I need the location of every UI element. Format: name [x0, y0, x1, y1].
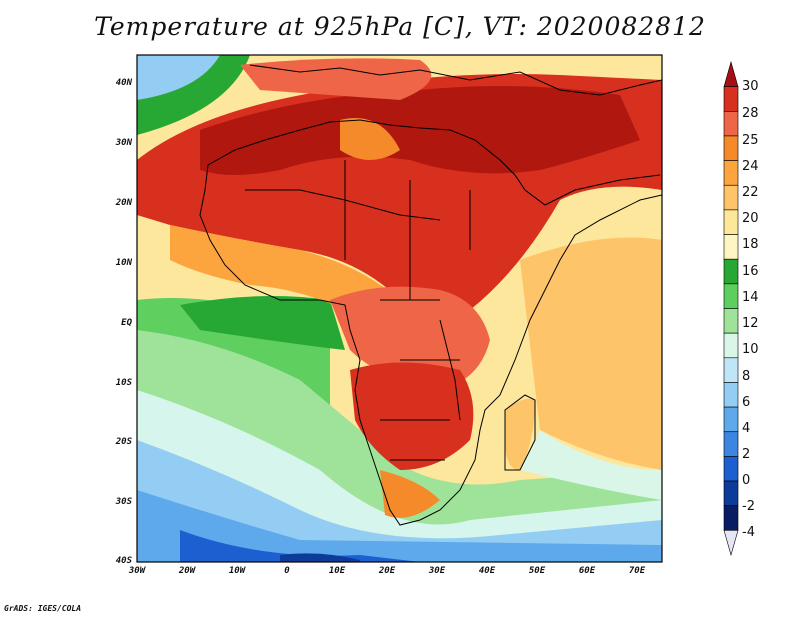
map-frame	[136, 54, 663, 563]
lon-tick-20e: 20E	[378, 566, 396, 576]
colorbar	[723, 60, 739, 557]
cbar-label-8: 8	[742, 369, 751, 384]
cbar-label-28: 28	[742, 106, 759, 121]
lat-tick-20n: 20N	[115, 198, 132, 208]
lon-tick-30e: 30E	[428, 566, 446, 576]
map-title: Temperature at 925hPa [C], VT: 202008281…	[94, 12, 706, 41]
cbar-label-16: 16	[742, 264, 759, 279]
colorbar-segment	[723, 382, 739, 408]
cbar-label-12: 12	[742, 316, 759, 331]
lon-tick-30w: 30W	[128, 566, 146, 576]
colorbar-segment	[723, 530, 739, 557]
colorbar-segment	[723, 431, 739, 457]
colorbar-segment	[723, 209, 739, 235]
lon-tick-50e: 50E	[528, 566, 546, 576]
colorbar-segment	[723, 505, 739, 531]
lon-tick-40e: 40E	[478, 566, 496, 576]
colorbar-segment	[723, 357, 739, 383]
lon-tick-70e: 70E	[628, 566, 646, 576]
colorbar-segment	[723, 406, 739, 433]
cbar-label-18: 18	[742, 237, 759, 252]
cbar-label-20: 20	[742, 211, 759, 226]
lon-tick-20w: 20W	[178, 566, 196, 576]
cbar-label-30: 30	[742, 79, 759, 94]
colorbar-segment	[723, 258, 739, 285]
colorbar-segment	[723, 111, 739, 137]
colorbar-segment	[723, 332, 739, 359]
cbar-label-neg4: -4	[742, 525, 755, 540]
lat-tick-eq: EQ	[121, 318, 132, 328]
cbar-label-25: 25	[742, 133, 759, 148]
lon-tick-60e: 60E	[578, 566, 596, 576]
colorbar-segment	[723, 480, 739, 506]
cbar-label-22: 22	[742, 185, 759, 200]
colorbar-segment	[723, 160, 739, 186]
lat-tick-40s: 40S	[115, 556, 132, 566]
lat-tick-20s: 20S	[115, 437, 132, 447]
colorbar-segment	[723, 234, 739, 260]
lat-tick-30s: 30S	[115, 497, 132, 507]
coastlines	[199, 64, 662, 526]
lat-tick-10s: 10S	[115, 378, 132, 388]
cbar-label-2: 2	[742, 447, 751, 462]
colorbar-segment	[723, 60, 739, 87]
credit-text: GrADS: IGES/COLA	[4, 604, 82, 613]
colorbar-segment	[723, 86, 739, 112]
cbar-label-neg2: -2	[742, 499, 755, 514]
colorbar-segment	[723, 135, 739, 161]
cbar-label-10: 10	[742, 342, 759, 357]
lat-tick-30n: 30N	[115, 138, 132, 148]
colorbar-segment	[723, 308, 739, 334]
lon-tick-10w: 10W	[228, 566, 246, 576]
lon-tick-0: 0	[284, 566, 290, 576]
lat-tick-10n: 10N	[115, 258, 132, 268]
cbar-label-0: 0	[742, 473, 751, 488]
lat-tick-40n: 40N	[115, 78, 132, 88]
cbar-label-24: 24	[742, 159, 759, 174]
colorbar-segment	[723, 456, 739, 482]
colorbar-segment	[723, 283, 739, 309]
cbar-label-6: 6	[742, 395, 751, 410]
lon-tick-10e: 10E	[328, 566, 346, 576]
cbar-label-14: 14	[742, 290, 759, 305]
colorbar-segment	[723, 184, 739, 211]
temperature-field	[137, 55, 662, 562]
cbar-label-4: 4	[742, 421, 751, 436]
